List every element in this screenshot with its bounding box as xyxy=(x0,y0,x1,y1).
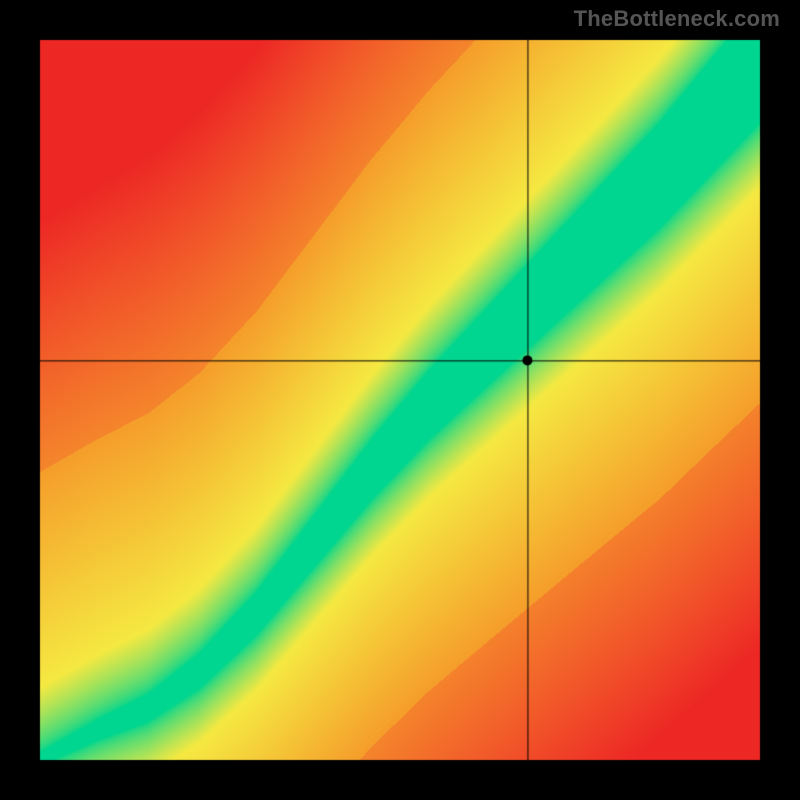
bottleneck-chart: TheBottleneck.com xyxy=(0,0,800,800)
heatmap-canvas xyxy=(0,0,800,800)
watermark-text: TheBottleneck.com xyxy=(574,6,780,32)
